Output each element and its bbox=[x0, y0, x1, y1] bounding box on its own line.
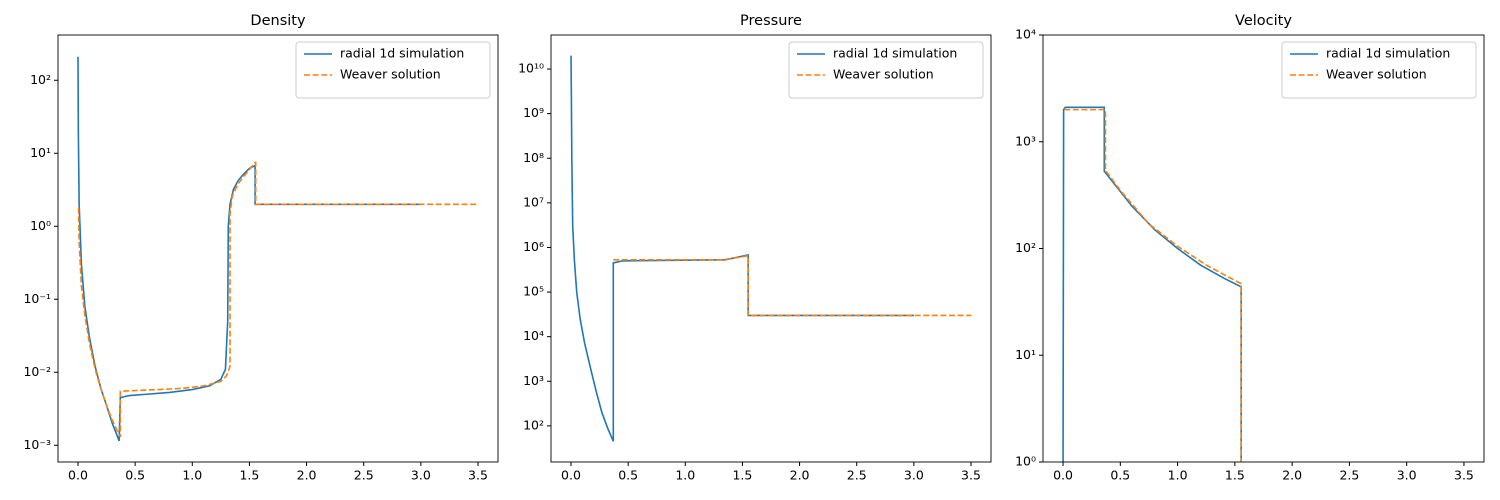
plot-frame bbox=[57, 34, 499, 463]
x-tick-label: 0.5 bbox=[618, 468, 638, 483]
y-tick-label: 10¹ bbox=[1015, 347, 1036, 362]
y-tick-label: 10⁶ bbox=[523, 239, 544, 254]
x-tick-label: 3.0 bbox=[411, 468, 431, 483]
y-tick-label: 10⁴ bbox=[523, 328, 544, 343]
y-tick-label: 10⁴ bbox=[1015, 27, 1036, 42]
y-tick-label: 10⁷ bbox=[523, 194, 544, 209]
legend-label: Weaver solution bbox=[833, 67, 934, 82]
x-tick-label: 2.5 bbox=[847, 468, 867, 483]
series-line bbox=[1062, 106, 1242, 462]
x-tick-label: 3.5 bbox=[961, 468, 981, 483]
y-tick-label: 10⁹ bbox=[523, 105, 544, 120]
x-tick-label: 0.0 bbox=[561, 468, 581, 483]
y-tick-label: 10³ bbox=[523, 373, 544, 388]
legend: radial 1d simulation Weaver solution bbox=[788, 41, 984, 99]
y-tick-label: 10¹⁰ bbox=[518, 61, 544, 76]
x-tick-label: 3.0 bbox=[1397, 468, 1417, 483]
y-tick-label: 10³ bbox=[1015, 133, 1036, 148]
x-tick-label: 1.5 bbox=[239, 468, 259, 483]
x-tick-label: 1.0 bbox=[1168, 468, 1188, 483]
y-tick-label: 10⁻¹ bbox=[23, 291, 51, 306]
x-tick-label: 3.0 bbox=[904, 468, 924, 483]
plot-frame bbox=[1042, 34, 1485, 463]
x-tick-label: 2.0 bbox=[297, 468, 317, 483]
legend-box bbox=[1281, 41, 1477, 99]
y-tick-label: 10² bbox=[523, 417, 544, 432]
x-tick-label: 0.5 bbox=[1110, 468, 1130, 483]
y-tick-label: 10² bbox=[1015, 240, 1036, 255]
x-tick-label: 1.0 bbox=[182, 468, 202, 483]
y-tick-label: 10¹ bbox=[30, 145, 51, 160]
y-tick-label: 10⁻² bbox=[23, 364, 51, 379]
x-tick-label: 0.5 bbox=[125, 468, 145, 483]
legend-label: Weaver solution bbox=[1326, 67, 1427, 82]
panel: Density 0.0 0.5 1.0 1.5 2.0 2.5 3.0 3.5 10⁻³ 10⁻² 1… bbox=[23, 13, 499, 483]
x-tick-label: 3.5 bbox=[1454, 468, 1474, 483]
series-line bbox=[570, 55, 914, 442]
legend-label: radial 1d simulation bbox=[833, 46, 957, 61]
legend-label: radial 1d simulation bbox=[1326, 46, 1450, 61]
x-tick-label: 2.0 bbox=[1282, 468, 1302, 483]
chart-title: Velocity bbox=[1235, 13, 1292, 29]
y-tick-label: 10⁻³ bbox=[23, 437, 51, 452]
x-tick-label: 0.0 bbox=[1053, 468, 1073, 483]
series-line bbox=[1064, 108, 1242, 462]
legend-label: radial 1d simulation bbox=[340, 46, 464, 61]
chart-title: Density bbox=[250, 13, 306, 29]
y-tick-label: 10⁸ bbox=[523, 150, 544, 165]
x-tick-label: 3.5 bbox=[468, 468, 488, 483]
legend: radial 1d simulation Weaver solution bbox=[295, 41, 491, 99]
y-tick-label: 10⁰ bbox=[1015, 454, 1036, 469]
x-tick-label: 1.0 bbox=[675, 468, 695, 483]
panel: Velocity 0.0 0.5 1.0 1.5 2.0 2.5 3.0 3.5 10⁰ 10¹ 10… bbox=[1015, 13, 1485, 483]
panel: Pressure 0.0 0.5 1.0 1.5 2.0 2.5 3.0 3.5 10² 10³ 10… bbox=[518, 13, 992, 483]
x-tick-label: 1.5 bbox=[1225, 468, 1245, 483]
legend: radial 1d simulation Weaver solution bbox=[1281, 41, 1477, 99]
y-tick-label: 10⁰ bbox=[30, 218, 51, 233]
plot-frame bbox=[550, 34, 992, 463]
x-tick-label: 1.5 bbox=[732, 468, 752, 483]
legend-box bbox=[788, 41, 984, 99]
series-line bbox=[77, 56, 421, 442]
legend-box bbox=[295, 41, 491, 99]
x-tick-label: 2.0 bbox=[790, 468, 810, 483]
x-tick-label: 2.5 bbox=[354, 468, 374, 483]
chart-title: Pressure bbox=[740, 13, 802, 29]
x-tick-label: 2.5 bbox=[1339, 468, 1359, 483]
series-line bbox=[613, 254, 971, 317]
y-tick-label: 10² bbox=[30, 72, 51, 87]
y-tick-label: 10⁵ bbox=[523, 284, 544, 299]
x-tick-label: 0.0 bbox=[68, 468, 88, 483]
legend-label: Weaver solution bbox=[340, 67, 441, 82]
